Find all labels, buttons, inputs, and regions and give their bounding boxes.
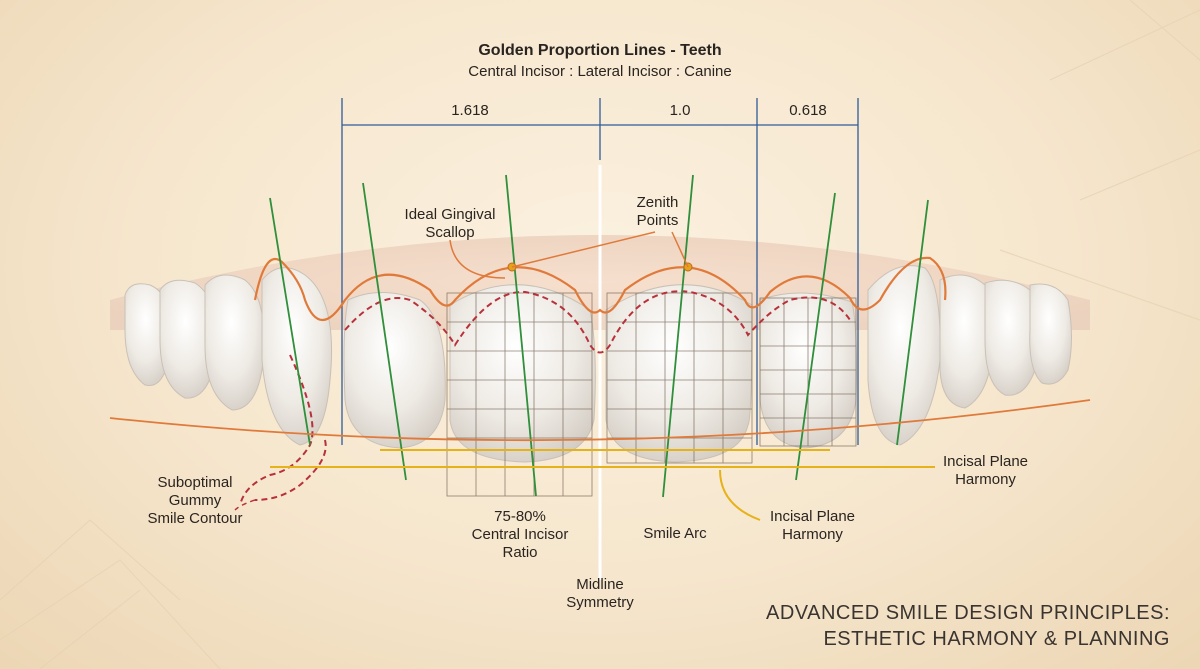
ratio-central: 1.618 [451, 102, 489, 119]
gingival-scallop-line [253, 256, 947, 321]
smile-arc-line [109, 399, 1091, 442]
incisal-plane-lines [270, 449, 935, 521]
label-gummy-smile: Suboptimal Gummy Smile Contour [147, 474, 243, 527]
gummy-smile-contour-left [239, 354, 327, 506]
ratio-canine: 0.618 [789, 102, 827, 119]
tooth-right-central [605, 284, 753, 463]
page-subtitle: Central Incisor : Lateral Incisor : Cani… [468, 63, 732, 80]
ratio-lateral: 1.0 [669, 102, 691, 119]
tooth-axis-lines [269, 174, 929, 498]
label-smile-arc: Smile Arc [643, 525, 707, 542]
footer-line-2: ESTHETIC HARMONY & PLANNING [823, 628, 1170, 650]
tooth-right-molar-3 [1029, 283, 1072, 385]
label-incisal-plane-right: Incisal Plane Harmony [942, 453, 1029, 488]
tooth-left-canine [261, 267, 333, 446]
gummy-leader [234, 499, 256, 511]
tooth-right-molar-2 [984, 279, 1038, 396]
proportion-grid [446, 292, 857, 497]
tooth-right-canine [867, 265, 941, 446]
label-zenith-points: Zenith Points [636, 194, 679, 229]
footer-title: ADVANCED SMILE DESIGN PRINCIPLES: ESTHET… [766, 600, 1170, 652]
label-gingival-scallop: Ideal Gingival Scallop [404, 206, 496, 241]
label-midline-symmetry: Midline Symmetry [566, 576, 634, 611]
label-incisal-plane-center: Incisal Plane Harmony [769, 508, 856, 543]
label-central-ratio: 75-80% Central Incisor Ratio [471, 508, 569, 561]
footer-line-1: ADVANCED SMILE DESIGN PRINCIPLES: [766, 602, 1170, 624]
tooth-left-lateral [343, 292, 446, 449]
leader-lines [449, 231, 689, 279]
tooth-left-central [449, 284, 596, 463]
page-title: Golden Proportion Lines - Teeth [478, 42, 722, 59]
gummy-smile-contour [344, 290, 851, 354]
golden-proportion-bracket [341, 98, 859, 445]
tooth-left-premolar-2 [204, 274, 265, 411]
